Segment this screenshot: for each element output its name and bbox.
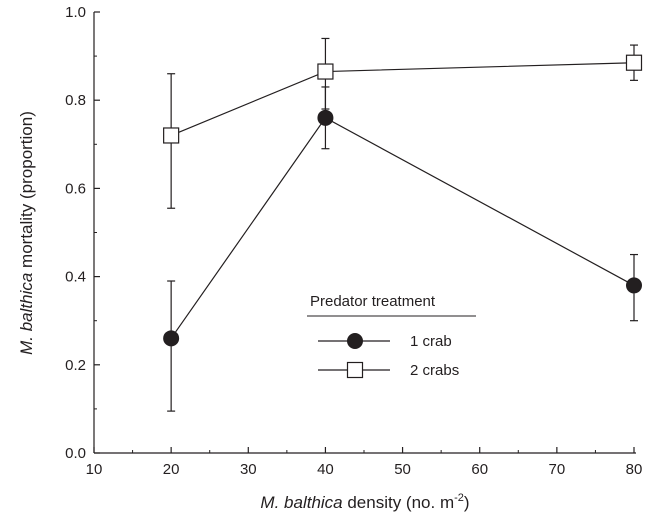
x-axis-title-close: ) <box>464 493 470 512</box>
y-ticks: 0.0 0.2 0.4 0.6 0.8 1.0 <box>65 4 100 462</box>
x-axis-title-species: M. balthica <box>260 493 342 512</box>
x-tick-label: 40 <box>317 461 334 478</box>
x-ticks: 10 20 30 40 50 60 70 80 <box>86 447 643 478</box>
legend-marker-1-crab <box>347 333 363 349</box>
legend-label-1-crab: 1 crab <box>410 333 452 350</box>
data-point-1-crab <box>163 330 180 347</box>
y-tick-label: 0.4 <box>65 269 86 286</box>
x-tick-label: 10 <box>86 461 103 478</box>
legend-title: Predator treatment <box>310 293 436 310</box>
x-axis-title-superscript: -2 <box>454 492 464 504</box>
x-tick-label: 60 <box>471 461 488 478</box>
y-tick-label: 0.6 <box>65 180 86 197</box>
x-tick-label: 30 <box>240 461 257 478</box>
series-1-crab <box>163 86 642 412</box>
legend-label-2-crabs: 2 crabs <box>410 362 459 379</box>
plot-area <box>163 37 643 412</box>
data-point-2-crabs <box>163 127 180 144</box>
y-tick-label: 1.0 <box>65 4 86 21</box>
y-axis-title-text: mortality (proportion) <box>17 111 36 273</box>
series-2-crabs <box>163 37 643 209</box>
data-point-2-crabs <box>317 63 334 80</box>
x-axis: 10 20 30 40 50 60 70 80 <box>86 447 643 478</box>
x-axis-title: M. balthica density (no. m-2) <box>260 492 469 512</box>
y-axis-title: M. balthica mortality (proportion) <box>17 111 36 355</box>
y-tick-label: 0.0 <box>65 445 86 462</box>
data-point-2-crabs <box>625 54 643 71</box>
series-line-2-crabs <box>170 62 635 137</box>
x-axis-title-text: density (no. m <box>343 493 455 512</box>
y-axis: 0.0 0.2 0.4 0.6 0.8 1.0 <box>65 4 100 462</box>
y-tick-label: 0.8 <box>65 92 86 109</box>
data-point-1-crab <box>626 277 642 294</box>
legend-marker-2-crabs <box>346 361 364 379</box>
data-point-1-crab <box>317 109 334 126</box>
x-tick-label: 50 <box>394 461 411 478</box>
legend: Predator treatment 1 crab 2 crabs <box>307 293 476 379</box>
x-tick-label: 80 <box>626 461 643 478</box>
y-axis-title-species: M. balthica <box>17 273 36 355</box>
y-tick-label: 0.2 <box>65 357 86 374</box>
x-tick-label: 70 <box>549 461 566 478</box>
x-tick-label: 20 <box>163 461 180 478</box>
